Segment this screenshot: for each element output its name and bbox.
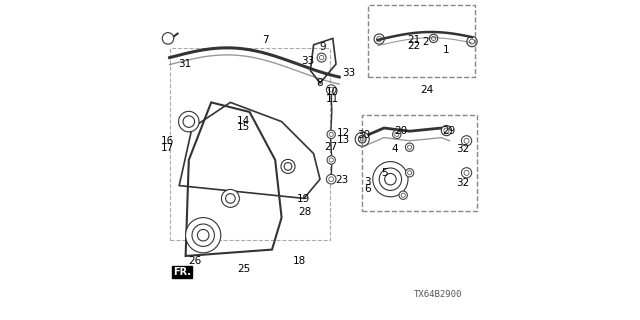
Text: FR.: FR. <box>173 267 191 277</box>
Text: 20: 20 <box>394 125 407 136</box>
Text: 24: 24 <box>420 85 433 95</box>
Circle shape <box>401 193 405 197</box>
Circle shape <box>408 145 412 149</box>
Circle shape <box>186 218 221 253</box>
Circle shape <box>221 189 239 207</box>
Circle shape <box>470 39 475 44</box>
Circle shape <box>464 138 469 143</box>
Text: 21: 21 <box>407 35 420 45</box>
Circle shape <box>284 163 292 170</box>
Circle shape <box>461 168 472 178</box>
Text: 10: 10 <box>326 87 339 97</box>
Circle shape <box>408 171 412 175</box>
Circle shape <box>329 177 333 182</box>
Text: 14: 14 <box>237 116 250 126</box>
Circle shape <box>467 36 477 47</box>
Circle shape <box>281 159 295 173</box>
Circle shape <box>393 130 401 139</box>
Text: 12: 12 <box>337 128 349 139</box>
Circle shape <box>183 116 195 127</box>
Circle shape <box>399 191 408 199</box>
Circle shape <box>372 162 408 197</box>
Text: 28: 28 <box>298 207 311 217</box>
Circle shape <box>192 224 214 246</box>
Circle shape <box>317 53 326 62</box>
Circle shape <box>442 125 452 136</box>
Text: 8: 8 <box>317 78 323 88</box>
Text: 23: 23 <box>335 175 348 185</box>
Text: 29: 29 <box>443 125 456 136</box>
Bar <box>362 115 477 211</box>
Text: 27: 27 <box>324 141 338 152</box>
Text: 2: 2 <box>422 37 429 47</box>
Text: 18: 18 <box>292 256 306 267</box>
Text: 16: 16 <box>161 136 173 147</box>
Text: 30: 30 <box>357 130 371 140</box>
Text: 32: 32 <box>456 144 469 154</box>
Circle shape <box>374 34 385 44</box>
Circle shape <box>359 136 366 143</box>
Circle shape <box>326 85 336 94</box>
Circle shape <box>385 173 396 185</box>
Circle shape <box>431 36 436 41</box>
Text: 33: 33 <box>301 56 314 67</box>
Circle shape <box>197 229 209 241</box>
Circle shape <box>319 55 324 60</box>
Text: 33: 33 <box>342 68 355 78</box>
Circle shape <box>326 174 336 184</box>
Text: 7: 7 <box>262 35 269 45</box>
Bar <box>368 5 476 77</box>
Circle shape <box>444 128 449 133</box>
Circle shape <box>358 135 366 143</box>
Text: 9: 9 <box>319 42 326 52</box>
Text: 17: 17 <box>161 143 173 154</box>
Text: TX64B2900: TX64B2900 <box>414 290 462 299</box>
Text: 5: 5 <box>381 168 387 178</box>
Text: 22: 22 <box>407 41 420 51</box>
Circle shape <box>429 34 438 43</box>
Circle shape <box>179 111 199 132</box>
Circle shape <box>395 132 399 137</box>
Bar <box>170 48 330 240</box>
Text: 3: 3 <box>364 177 371 188</box>
Circle shape <box>327 156 335 164</box>
Circle shape <box>360 137 364 141</box>
Circle shape <box>379 168 402 190</box>
Text: 26: 26 <box>188 256 201 267</box>
Circle shape <box>163 33 174 44</box>
Text: 31: 31 <box>179 59 191 69</box>
Text: 4: 4 <box>392 144 399 154</box>
Circle shape <box>329 132 333 137</box>
Text: 11: 11 <box>326 94 339 104</box>
Circle shape <box>329 158 333 162</box>
Text: 15: 15 <box>237 122 250 132</box>
Text: 25: 25 <box>237 264 251 275</box>
Text: 1: 1 <box>443 44 450 55</box>
Circle shape <box>226 194 236 203</box>
Circle shape <box>327 130 335 139</box>
Circle shape <box>464 170 469 175</box>
Circle shape <box>406 143 414 151</box>
Text: 6: 6 <box>364 184 371 195</box>
Circle shape <box>377 36 382 42</box>
Circle shape <box>461 136 472 146</box>
Text: 13: 13 <box>337 135 349 145</box>
Circle shape <box>406 169 414 177</box>
Circle shape <box>355 132 369 146</box>
Circle shape <box>329 87 333 92</box>
Text: 32: 32 <box>456 178 469 188</box>
Text: 19: 19 <box>297 194 310 204</box>
